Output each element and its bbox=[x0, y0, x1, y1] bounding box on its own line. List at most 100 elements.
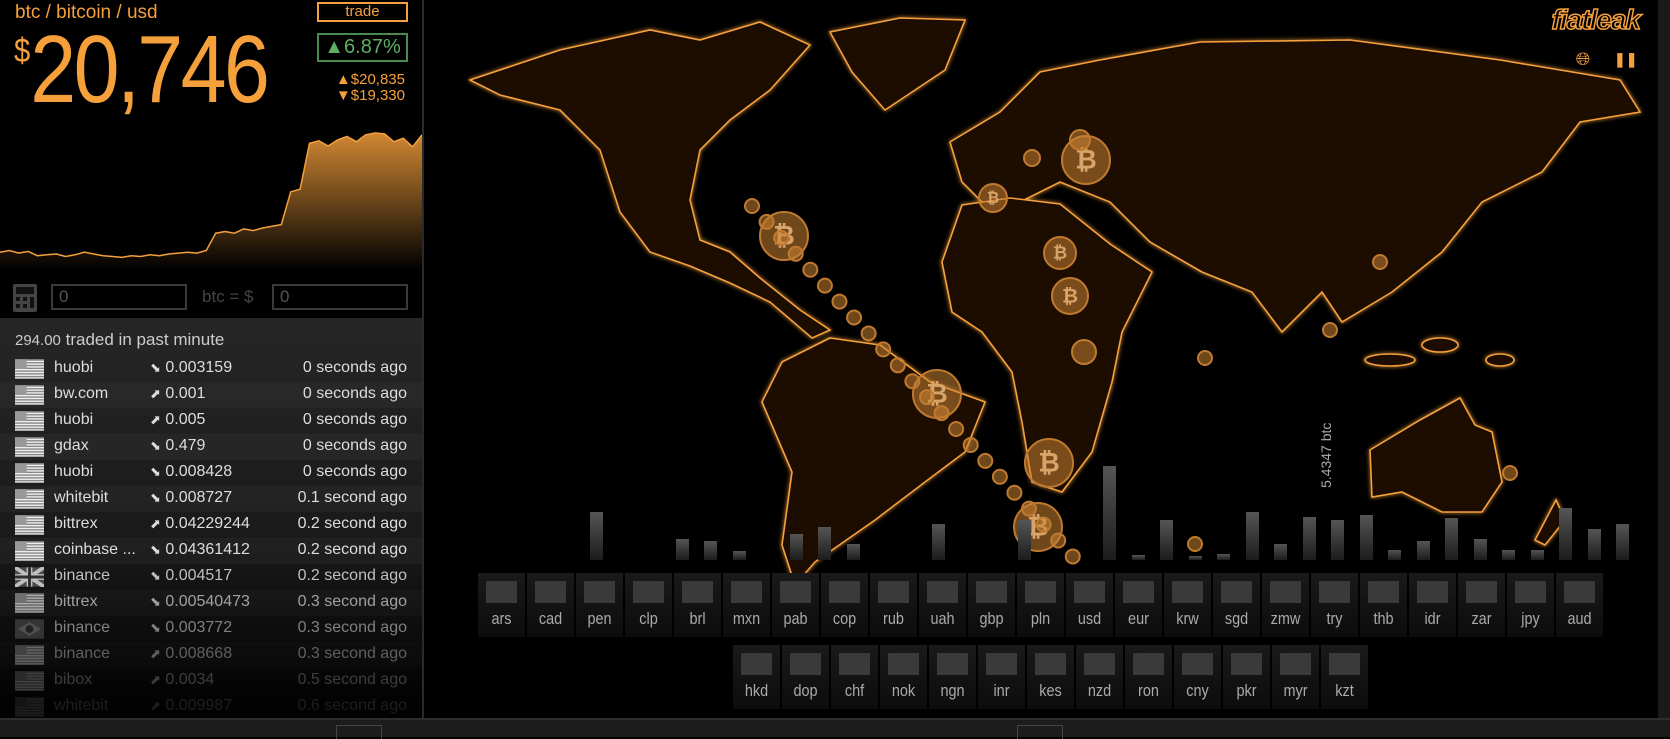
bitcoin-bubble-icon bbox=[1050, 532, 1067, 549]
volume-bar bbox=[1160, 520, 1173, 560]
exchange-name: coinbase ... bbox=[54, 541, 136, 558]
flag-chf-icon bbox=[839, 653, 870, 675]
currency-kes[interactable]: kes bbox=[1027, 645, 1074, 709]
volume-bar bbox=[732, 551, 746, 560]
calculator-icon[interactable] bbox=[13, 284, 37, 312]
currency-krw[interactable]: krw bbox=[1164, 573, 1211, 637]
currency-sgd[interactable]: sgd bbox=[1213, 573, 1260, 637]
bitcoin-bubble-icon bbox=[977, 452, 994, 469]
currency-dop[interactable]: dop bbox=[782, 645, 829, 709]
currency-code: myr bbox=[1283, 681, 1308, 700]
currency-code: rub bbox=[883, 609, 904, 628]
currency-myr[interactable]: myr bbox=[1272, 645, 1319, 709]
currency-nok[interactable]: nok bbox=[880, 645, 927, 709]
currency-nzd[interactable]: nzd bbox=[1076, 645, 1123, 709]
flag-us-icon bbox=[15, 645, 44, 665]
bitcoin-bubble-icon bbox=[1069, 129, 1091, 151]
amount-value: 0.001 bbox=[165, 385, 206, 402]
bottom-tab-left[interactable] bbox=[336, 725, 382, 739]
volume-bar bbox=[932, 523, 945, 560]
flag-gbp-icon bbox=[976, 581, 1007, 603]
exchange-name: bittrex bbox=[54, 515, 98, 532]
volume-bar bbox=[590, 511, 603, 560]
currency-zmw[interactable]: zmw bbox=[1262, 573, 1309, 637]
trade-amount: ⬊ 0.003772 bbox=[150, 619, 232, 637]
trade-time: 0.1 second ago bbox=[297, 489, 407, 506]
currency-cad[interactable]: cad bbox=[527, 573, 574, 637]
currency-ars[interactable]: ars bbox=[478, 573, 525, 637]
flag-us-icon bbox=[15, 437, 44, 457]
bottom-tab-right[interactable] bbox=[1017, 725, 1063, 739]
currency-gbp[interactable]: gbp bbox=[968, 573, 1015, 637]
amount-value: 0.008727 bbox=[165, 489, 233, 506]
trade-time: 0 seconds ago bbox=[302, 411, 407, 428]
flag-krw-icon bbox=[1172, 581, 1203, 603]
currency-rub[interactable]: rub bbox=[870, 573, 917, 637]
trade-time: 0 seconds ago bbox=[302, 437, 407, 454]
currency-code: idr bbox=[1424, 609, 1441, 628]
currency-pen[interactable]: pen bbox=[576, 573, 623, 637]
trade-amount: ⬊ 0.00540473 bbox=[150, 593, 250, 611]
volume-bar bbox=[1445, 518, 1458, 560]
currency-brl[interactable]: brl bbox=[674, 573, 721, 637]
currency-pkr[interactable]: pkr bbox=[1223, 645, 1270, 709]
currency-code: clp bbox=[639, 609, 658, 628]
currency-chf[interactable]: chf bbox=[831, 645, 878, 709]
current-price: $20,746 bbox=[14, 22, 270, 118]
trade-amount: ⬊ 0.008428 bbox=[150, 463, 232, 481]
usd-amount-input[interactable] bbox=[272, 284, 408, 310]
currency-aud[interactable]: aud bbox=[1556, 573, 1603, 637]
arrow-up-right-icon: ⬈ bbox=[150, 386, 161, 401]
trade-amount: ⬈ 0.0034 bbox=[150, 671, 214, 689]
currency-symbol: $ bbox=[14, 32, 31, 70]
currency-code: pln bbox=[1030, 609, 1051, 628]
greenland bbox=[828, 17, 967, 112]
currency-code: mxn bbox=[732, 609, 761, 628]
currency-kzt[interactable]: kzt bbox=[1321, 645, 1368, 709]
bitcoin-bubble-icon bbox=[918, 389, 935, 406]
currency-thb[interactable]: thb bbox=[1360, 573, 1407, 637]
currency-ron[interactable]: ron bbox=[1125, 645, 1172, 709]
exchange-name: binance bbox=[54, 567, 111, 584]
currency-pln[interactable]: pln bbox=[1017, 573, 1064, 637]
currency-cop[interactable]: cop bbox=[821, 573, 868, 637]
currency-zar[interactable]: zar bbox=[1458, 573, 1505, 637]
amount-value: 0.479 bbox=[165, 437, 206, 454]
currency-uah[interactable]: uah bbox=[919, 573, 966, 637]
currency-ngn[interactable]: ngn bbox=[929, 645, 976, 709]
btc-amount-input[interactable] bbox=[51, 284, 187, 310]
trade-amount: ⬊ 0.04361412 bbox=[150, 541, 250, 559]
currency-hkd[interactable]: hkd bbox=[733, 645, 780, 709]
currency-cny[interactable]: cny bbox=[1174, 645, 1221, 709]
trade-row: gdax ⬊ 0.479 0 seconds ago bbox=[0, 434, 422, 460]
currency-clp[interactable]: clp bbox=[625, 573, 672, 637]
high-low: ▲$20,835 ▼$19,330 bbox=[336, 72, 405, 104]
bitcoin-bubble-icon bbox=[1187, 536, 1203, 552]
scrollbar[interactable] bbox=[1658, 0, 1670, 718]
currency-inr[interactable]: inr bbox=[978, 645, 1025, 709]
currency-pab[interactable]: pab bbox=[772, 573, 819, 637]
arrow-down-right-icon: ⬊ bbox=[150, 360, 161, 375]
amount-value: 0.008428 bbox=[165, 463, 233, 480]
currency-mxn[interactable]: mxn bbox=[723, 573, 770, 637]
volume-bar bbox=[1530, 549, 1544, 560]
bitcoin-icon: ₿ bbox=[1038, 447, 1060, 477]
volume-bar bbox=[1245, 511, 1259, 560]
currency-jpy[interactable]: jpy bbox=[1507, 573, 1554, 637]
currency-eur[interactable]: eur bbox=[1115, 573, 1162, 637]
currency-usd[interactable]: usd bbox=[1066, 573, 1113, 637]
trade-button[interactable]: trade bbox=[317, 2, 408, 22]
exchange-name: huobi bbox=[54, 411, 94, 428]
globe-icon[interactable]: 🌐︎ bbox=[1575, 49, 1591, 69]
currency-idr[interactable]: idr bbox=[1409, 573, 1456, 637]
currency-try[interactable]: try bbox=[1311, 573, 1358, 637]
flag-mxn-icon bbox=[731, 581, 762, 603]
currency-code: cop bbox=[832, 609, 857, 628]
pair-title: btc / bitcoin / usd bbox=[15, 2, 158, 23]
bitcoin-bubble-icon bbox=[1071, 339, 1097, 365]
trade-time: 0.3 second ago bbox=[297, 645, 407, 662]
pause-icon[interactable]: ❚❚ bbox=[1614, 51, 1636, 67]
flag-ars-icon bbox=[486, 581, 517, 603]
trade-amount: ⬊ 0.003159 bbox=[150, 359, 232, 377]
bitcoin-bubble-icon bbox=[1006, 484, 1023, 501]
